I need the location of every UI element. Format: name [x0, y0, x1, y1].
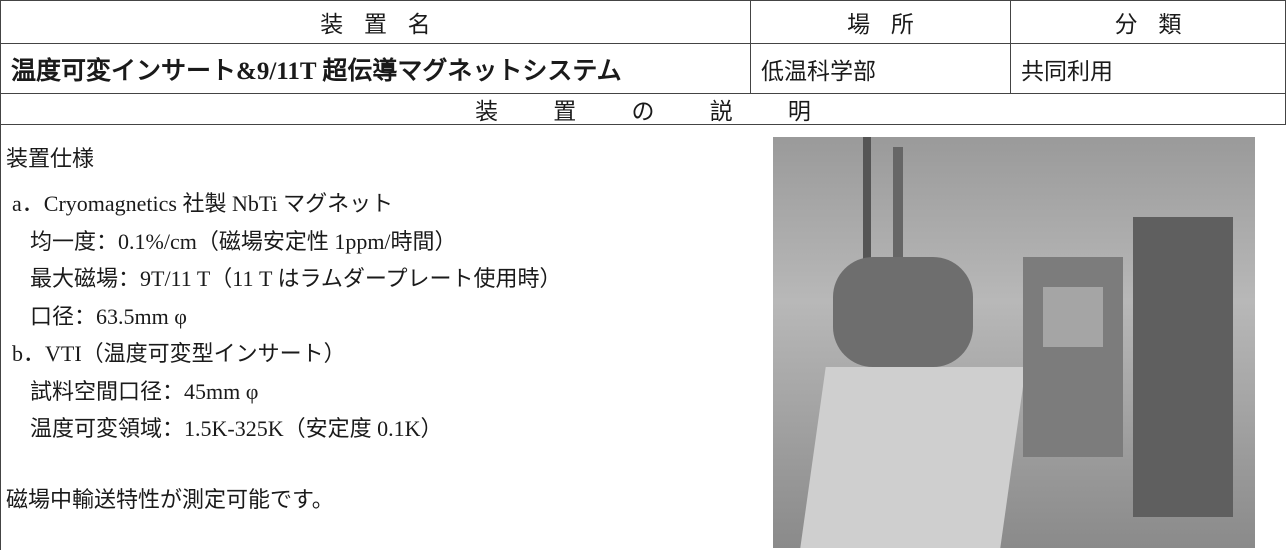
spec-item: 試料空間口径：45mm φ — [30, 379, 259, 404]
section-title: 装置の説明 — [0, 93, 1286, 125]
device-name: 温度可変インサート&9/11T 超伝導マグネットシステム — [0, 43, 751, 94]
location: 低温科学部 — [750, 43, 1011, 94]
photo-detail — [863, 137, 871, 317]
spec-item: b．VTI（温度可変型インサート） — [12, 341, 346, 366]
description-area — [0, 124, 1286, 550]
spec-item: 口径：63.5mm φ — [30, 304, 187, 329]
photo-detail — [800, 367, 1026, 548]
spec-heading: 装置仕様 — [6, 146, 95, 171]
spec-item: 温度可変領域：1.5K-325K（安定度 0.1K） — [30, 416, 443, 441]
header-cell: 場所 — [750, 0, 1011, 44]
spec-item: 最大磁場：9T/11 T（11 T はラムダープレート使用時） — [30, 266, 562, 291]
photo-detail — [893, 147, 903, 297]
equipment-photo — [773, 137, 1255, 548]
spec-note: 磁場中輸送特性が測定可能です。 — [6, 487, 334, 512]
header-cell: 装置名 — [0, 0, 751, 44]
category: 共同利用 — [1010, 43, 1286, 94]
photo-detail — [1043, 287, 1103, 347]
spec-item: a．Cryomagnetics 社製 NbTi マグネット — [12, 191, 394, 216]
spec-item: 均一度：0.1%/cm（磁場安定性 1ppm/時間） — [30, 229, 457, 254]
header-cell: 分類 — [1010, 0, 1286, 44]
photo-detail — [833, 257, 973, 367]
photo-detail — [1133, 217, 1233, 517]
